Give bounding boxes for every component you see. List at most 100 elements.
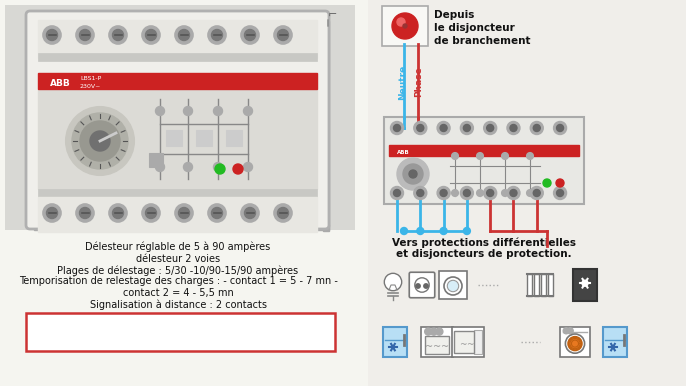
- Circle shape: [437, 186, 450, 200]
- Text: contact 2 = 4 - 5,5 mn: contact 2 = 4 - 5,5 mn: [123, 288, 233, 298]
- Circle shape: [274, 204, 292, 222]
- FancyBboxPatch shape: [560, 327, 591, 357]
- Circle shape: [554, 186, 567, 200]
- Text: Délesteur réglable de 5 à 90 ampères: Délesteur réglable de 5 à 90 ampères: [85, 242, 270, 252]
- Circle shape: [425, 328, 431, 335]
- Text: ABB: ABB: [50, 80, 71, 88]
- Circle shape: [460, 122, 473, 134]
- Circle shape: [440, 125, 447, 132]
- Circle shape: [507, 186, 520, 200]
- Text: Neutre: Neutre: [399, 64, 407, 100]
- Circle shape: [424, 284, 428, 288]
- FancyBboxPatch shape: [382, 6, 428, 46]
- Circle shape: [233, 164, 243, 174]
- Text: délesteur 2 voies: délesteur 2 voies: [136, 254, 220, 264]
- Circle shape: [156, 107, 165, 115]
- Circle shape: [563, 328, 569, 334]
- Circle shape: [530, 186, 543, 200]
- Circle shape: [568, 337, 582, 350]
- FancyBboxPatch shape: [383, 327, 407, 357]
- Circle shape: [178, 208, 189, 218]
- Bar: [38, 189, 317, 197]
- Circle shape: [244, 29, 255, 41]
- FancyBboxPatch shape: [452, 327, 484, 357]
- Circle shape: [477, 152, 484, 159]
- Circle shape: [463, 227, 471, 235]
- Circle shape: [113, 29, 123, 41]
- Circle shape: [526, 190, 534, 196]
- Circle shape: [510, 125, 517, 132]
- Circle shape: [451, 152, 458, 159]
- Circle shape: [403, 164, 423, 184]
- Circle shape: [142, 26, 160, 44]
- Text: ~: ~: [441, 342, 449, 352]
- Circle shape: [486, 190, 494, 196]
- Circle shape: [80, 29, 91, 41]
- Circle shape: [414, 186, 427, 200]
- Text: ~: ~: [425, 342, 433, 352]
- Circle shape: [113, 208, 123, 218]
- Circle shape: [90, 131, 110, 151]
- Circle shape: [145, 29, 156, 41]
- Circle shape: [477, 190, 484, 196]
- Circle shape: [394, 125, 401, 132]
- Circle shape: [211, 208, 222, 218]
- Circle shape: [430, 328, 437, 335]
- Text: Depuis
le disjoncteur
de branchement: Depuis le disjoncteur de branchement: [434, 10, 530, 46]
- Circle shape: [484, 186, 497, 200]
- Circle shape: [66, 107, 134, 175]
- Circle shape: [109, 204, 127, 222]
- Bar: [475, 330, 482, 354]
- Circle shape: [241, 204, 259, 222]
- Bar: [454, 331, 473, 353]
- FancyBboxPatch shape: [604, 327, 626, 357]
- Circle shape: [397, 158, 429, 190]
- FancyBboxPatch shape: [384, 117, 584, 204]
- Text: 230V~: 230V~: [80, 83, 102, 88]
- Circle shape: [414, 122, 427, 134]
- Circle shape: [244, 208, 255, 218]
- Circle shape: [556, 179, 564, 187]
- Circle shape: [211, 29, 222, 41]
- Circle shape: [244, 107, 252, 115]
- Bar: [5, 5, 355, 230]
- Circle shape: [530, 122, 543, 134]
- Circle shape: [175, 26, 193, 44]
- Bar: [34, 225, 329, 230]
- Circle shape: [463, 190, 471, 196]
- Bar: [38, 20, 317, 58]
- Circle shape: [401, 227, 407, 235]
- Circle shape: [76, 204, 94, 222]
- Text: ~: ~: [466, 340, 473, 349]
- Circle shape: [447, 280, 459, 292]
- Circle shape: [390, 186, 403, 200]
- Bar: [548, 274, 553, 296]
- Bar: [38, 197, 317, 232]
- FancyBboxPatch shape: [410, 272, 435, 298]
- Circle shape: [390, 122, 403, 134]
- Circle shape: [533, 190, 541, 196]
- Bar: [528, 274, 532, 296]
- Circle shape: [533, 125, 541, 132]
- Bar: [368, 0, 686, 386]
- Circle shape: [215, 164, 225, 174]
- Circle shape: [451, 190, 458, 196]
- Circle shape: [463, 125, 471, 132]
- Circle shape: [444, 277, 462, 295]
- Circle shape: [43, 204, 61, 222]
- Text: ~: ~: [433, 342, 441, 352]
- Circle shape: [501, 152, 508, 159]
- FancyBboxPatch shape: [196, 130, 212, 146]
- Circle shape: [392, 13, 418, 39]
- Circle shape: [274, 26, 292, 44]
- Circle shape: [244, 163, 252, 171]
- Circle shape: [208, 204, 226, 222]
- Circle shape: [554, 122, 567, 134]
- Text: Vers protections différentielles
et disjoncteurs de protection.: Vers protections différentielles et disj…: [392, 237, 576, 259]
- Circle shape: [565, 334, 584, 353]
- Circle shape: [507, 122, 520, 134]
- Circle shape: [409, 170, 417, 178]
- Circle shape: [178, 29, 189, 41]
- Bar: [425, 337, 449, 354]
- Circle shape: [416, 284, 421, 288]
